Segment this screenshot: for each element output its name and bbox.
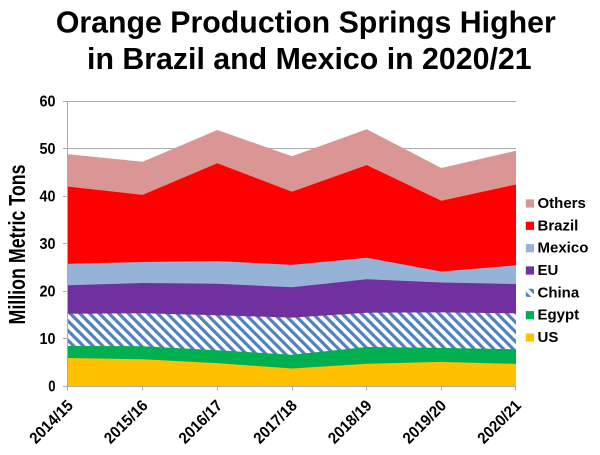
svg-text:10: 10 <box>40 331 56 348</box>
svg-text:60: 60 <box>40 94 56 111</box>
svg-text:China: China <box>538 284 580 301</box>
svg-text:in Brazil and Mexico in 2020/2: in Brazil and Mexico in 2020/21 <box>87 43 532 76</box>
svg-text:2014/15: 2014/15 <box>27 397 77 447</box>
svg-text:US: US <box>538 329 559 346</box>
svg-text:20: 20 <box>40 284 56 301</box>
svg-text:0: 0 <box>48 379 55 396</box>
svg-text:2018/19: 2018/19 <box>325 397 375 447</box>
svg-text:Egypt: Egypt <box>538 307 580 324</box>
svg-text:2019/20: 2019/20 <box>400 397 450 447</box>
svg-text:2016/17: 2016/17 <box>176 397 226 447</box>
svg-text:2017/18: 2017/18 <box>251 397 301 447</box>
svg-text:Brazil: Brazil <box>538 217 579 234</box>
svg-text:50: 50 <box>40 141 56 158</box>
svg-text:Orange Production Springs High: Orange Production Springs Higher <box>56 7 556 40</box>
svg-text:Million Metric Tons: Million Metric Tons <box>4 165 30 325</box>
svg-text:EU: EU <box>538 262 559 279</box>
svg-text:2015/16: 2015/16 <box>101 397 151 447</box>
svg-text:2020/21: 2020/21 <box>475 397 525 447</box>
svg-text:Others: Others <box>538 195 586 212</box>
svg-text:30: 30 <box>40 236 56 253</box>
svg-text:40: 40 <box>40 189 56 206</box>
svg-text:Mexico: Mexico <box>538 240 589 257</box>
